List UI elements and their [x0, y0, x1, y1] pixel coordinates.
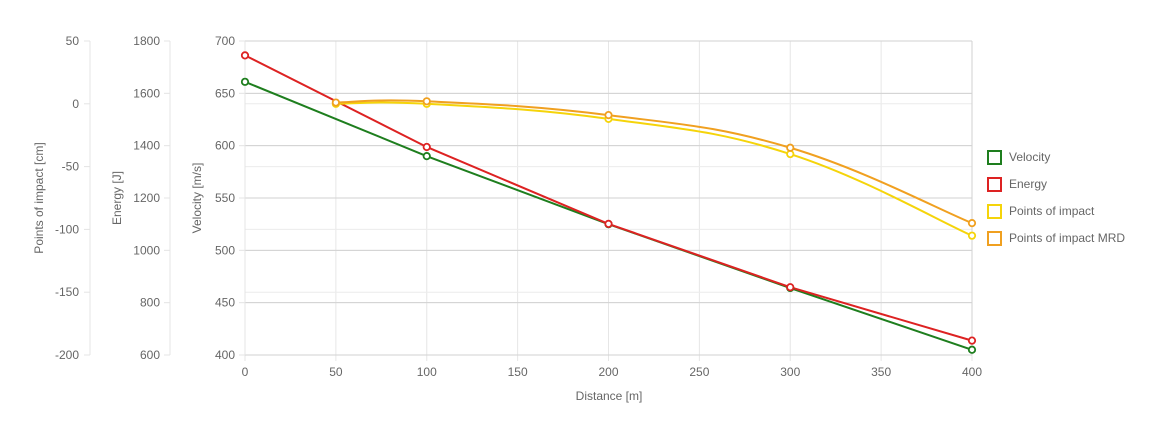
poi-axis-title: Points of impact [cm]: [32, 142, 46, 253]
series-line-points-of-impact-mrd: [335, 99, 973, 225]
x-tick-label: 0: [242, 365, 249, 379]
energy-tick-label: 1600: [133, 86, 160, 100]
poi-tick-label: 50: [66, 34, 80, 48]
data-point-velocity[interactable]: [967, 345, 977, 354]
x-tick-label: 300: [780, 365, 800, 379]
energy-tick-label: 1200: [133, 191, 160, 205]
poi-tick-label: -100: [55, 222, 79, 236]
energy-axis-title: Energy [J]: [110, 171, 124, 225]
velocity-axis-title: Velocity [m/s]: [190, 163, 204, 234]
velocity-tick-label: 400: [215, 348, 235, 362]
velocity-tick-label: 500: [215, 243, 235, 257]
poi-tick-label: -150: [55, 285, 79, 299]
legend-label-velocity[interactable]: Velocity: [1009, 150, 1050, 164]
data-point-points-of-impact-mrd[interactable]: [422, 97, 431, 106]
velocity-tick-label: 700: [215, 34, 235, 48]
velocity-tick-label: 600: [215, 139, 235, 153]
x-tick-label: 50: [329, 365, 343, 379]
energy-tick-label: 1800: [133, 34, 160, 48]
data-point-velocity[interactable]: [422, 152, 431, 161]
legend-swatch-points-of-impact[interactable]: [987, 204, 1002, 219]
poi-tick-label: 0: [72, 97, 79, 111]
energy-tick-label: 1400: [133, 139, 160, 153]
legend: Velocity Energy Points of impact Points of …: [987, 150, 1125, 246]
data-point-energy[interactable]: [786, 283, 795, 292]
energy-tick-label: 1000: [133, 243, 160, 257]
data-point-points-of-impact-mrd[interactable]: [786, 143, 795, 152]
grid: [244, 40, 973, 361]
data-point-points-of-impact-mrd[interactable]: [604, 111, 613, 120]
velocity-tick-label: 550: [215, 191, 235, 205]
legend-label-energy[interactable]: Energy: [1009, 177, 1047, 191]
x-tick-label: 150: [508, 365, 528, 379]
x-tick-label: 100: [417, 365, 437, 379]
series-line-points-of-impact: [335, 101, 973, 237]
poi-tick-label: -50: [62, 160, 80, 174]
legend-swatch-points-of-impact-mrd[interactable]: [987, 231, 1002, 246]
data-point-energy[interactable]: [422, 142, 431, 152]
data-point-points-of-impact-mrd[interactable]: [967, 219, 977, 228]
x-tick-label: 400: [962, 365, 982, 379]
velocity-tick-label: 450: [215, 296, 235, 310]
legend-label-points-of-impact-mrd[interactable]: Points of impact MRD: [1009, 231, 1125, 245]
data-point-energy[interactable]: [240, 51, 250, 60]
velocity-tick-label: 650: [215, 86, 235, 100]
poi-tick-label: -200: [55, 348, 79, 362]
energy-tick-label: 600: [140, 348, 160, 362]
data-point-energy[interactable]: [604, 219, 613, 229]
axes: 0 50 100 150 200 250 300 350 400500-50-100-150-2…: [32, 34, 982, 379]
data-point-points-of-impact-mrd[interactable]: [331, 98, 340, 107]
x-tick-label: 350: [871, 365, 891, 379]
x-axis-title: Distance [m]: [576, 389, 643, 403]
series-points: [240, 51, 977, 354]
legend-swatch-energy[interactable]: [987, 177, 1002, 192]
energy-tick-label: 800: [140, 296, 160, 310]
data-point-velocity[interactable]: [240, 77, 250, 86]
legend-label-points-of-impact[interactable]: Points of impact: [1009, 204, 1095, 218]
data-point-points-of-impact[interactable]: [967, 231, 977, 240]
x-tick-label: 200: [598, 365, 618, 379]
legend-swatch-velocity[interactable]: [987, 150, 1002, 165]
data-point-energy[interactable]: [967, 336, 977, 345]
x-tick-label: 250: [689, 365, 709, 379]
